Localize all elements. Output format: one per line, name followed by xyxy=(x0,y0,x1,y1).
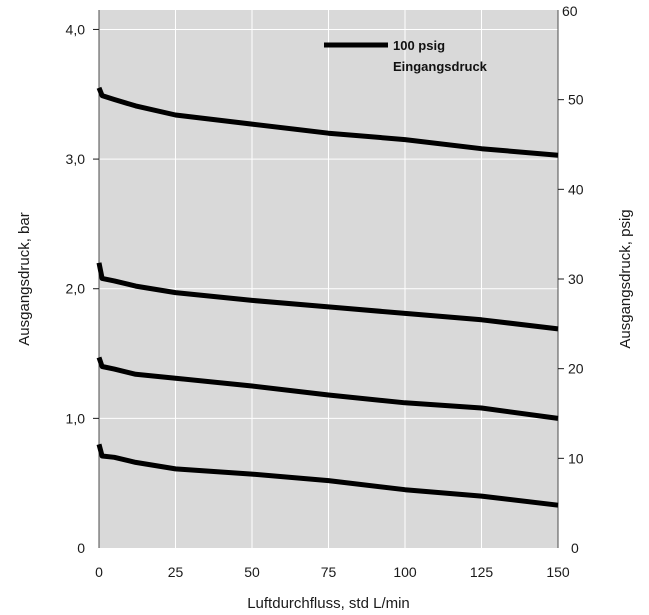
axes: 0 1,0 2,0 3,0 4,0 0 10 20 30 40 50 60 0 25 50 75 100 125 1… xyxy=(66,3,584,580)
left-y-tick-label: 1,0 xyxy=(66,410,86,426)
left-y-tick-label: 2,0 xyxy=(66,281,86,297)
grid-lines xyxy=(99,10,558,548)
x-tick-label: 0 xyxy=(95,564,103,580)
data-series xyxy=(96,86,559,508)
x-tick-label: 125 xyxy=(470,564,494,580)
x-tick-label: 50 xyxy=(244,564,260,580)
right-y-tick-label: 10 xyxy=(568,450,584,466)
legend-label-line1: 100 psig xyxy=(393,38,445,53)
x-tick-label: 150 xyxy=(546,564,570,580)
left-y-axis-title: Ausgangsdruck, bar xyxy=(16,212,33,345)
right-y-tick-label: 0 xyxy=(571,540,579,556)
series-line-3 xyxy=(96,356,559,421)
series-line-1 xyxy=(96,86,559,158)
right-y-axis-title: Ausgangsdruck, psig xyxy=(617,209,634,348)
x-tick-label: 25 xyxy=(168,564,184,580)
x-axis-title: Luftdurchfluss, std L/min xyxy=(247,595,410,612)
series-line-2 xyxy=(96,262,559,332)
left-y-tick-label: 3,0 xyxy=(66,151,86,167)
right-y-tick-label: 20 xyxy=(568,361,584,377)
legend-label-line2: Eingangsdruck xyxy=(393,59,488,74)
legend: 100 psig Eingangsdruck xyxy=(324,38,488,74)
left-y-tick-label: 4,0 xyxy=(66,21,86,37)
right-y-tick-label: 60 xyxy=(562,3,578,19)
right-y-tick-label: 40 xyxy=(568,181,584,197)
x-tick-label: 75 xyxy=(321,564,337,580)
x-tick-label: 100 xyxy=(393,564,417,580)
left-y-tick-label: 0 xyxy=(77,540,85,556)
right-y-tick-label: 50 xyxy=(568,92,584,108)
series-line-4 xyxy=(96,443,559,508)
right-y-tick-label: 30 xyxy=(568,271,584,287)
